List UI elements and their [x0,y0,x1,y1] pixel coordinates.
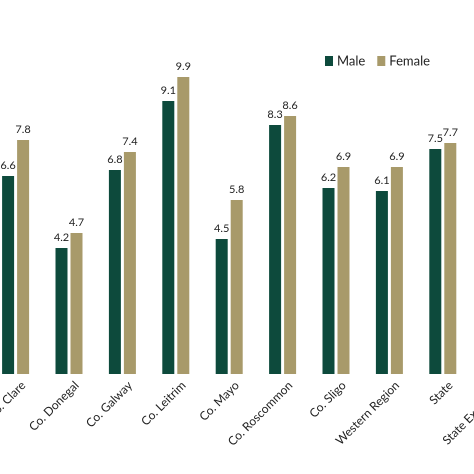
value-label: 6.1 [374,174,389,187]
x-tick-label: Co. Mayo [196,378,242,424]
value-label: 7.8 [15,123,30,136]
bar [444,143,457,374]
bar [17,140,30,374]
value-label: 9.1 [161,84,176,97]
bar [55,248,68,374]
x-tick-label: Co. Donegal [26,378,82,434]
value-label: 6.9 [336,150,351,163]
value-label: 8.3 [267,108,282,121]
bar [375,191,388,374]
legend-swatch [377,56,386,66]
bar [269,125,282,374]
bar [429,149,442,374]
bar [337,167,350,374]
value-label: 7.7 [443,126,458,139]
bar [177,77,190,374]
bar [108,170,121,374]
value-label: 4.5 [214,222,229,235]
x-tick-label: State [426,378,456,408]
bar [2,176,15,374]
value-label: 4.7 [69,216,84,229]
value-label: 6.6 [0,159,15,172]
bar [215,239,228,374]
value-label: 8.6 [282,99,297,112]
bar [284,116,297,374]
legend-label: Male [337,52,365,68]
value-label: 6.9 [389,150,404,163]
value-label: 6.2 [321,171,336,184]
x-tick-label: Co. Leitrim [138,378,189,429]
value-label: 7.5 [428,132,443,145]
value-label: 4.2 [54,231,69,244]
bar [123,152,136,374]
legend-label: Female [389,52,430,68]
x-tick-label: Co. Sligo [306,378,349,421]
x-tick-label: Co. Clare [0,378,28,422]
value-label: 6.8 [107,153,122,166]
legend-swatch [325,56,333,66]
bar [70,233,83,374]
bar [162,101,175,374]
bar [322,188,335,374]
value-label: 7.4 [122,135,138,148]
value-label: 5.8 [229,183,244,196]
bar [230,200,243,374]
bar [390,167,403,374]
value-label: 9.9 [176,60,191,73]
x-tick-label: Co. Galway [82,377,135,430]
